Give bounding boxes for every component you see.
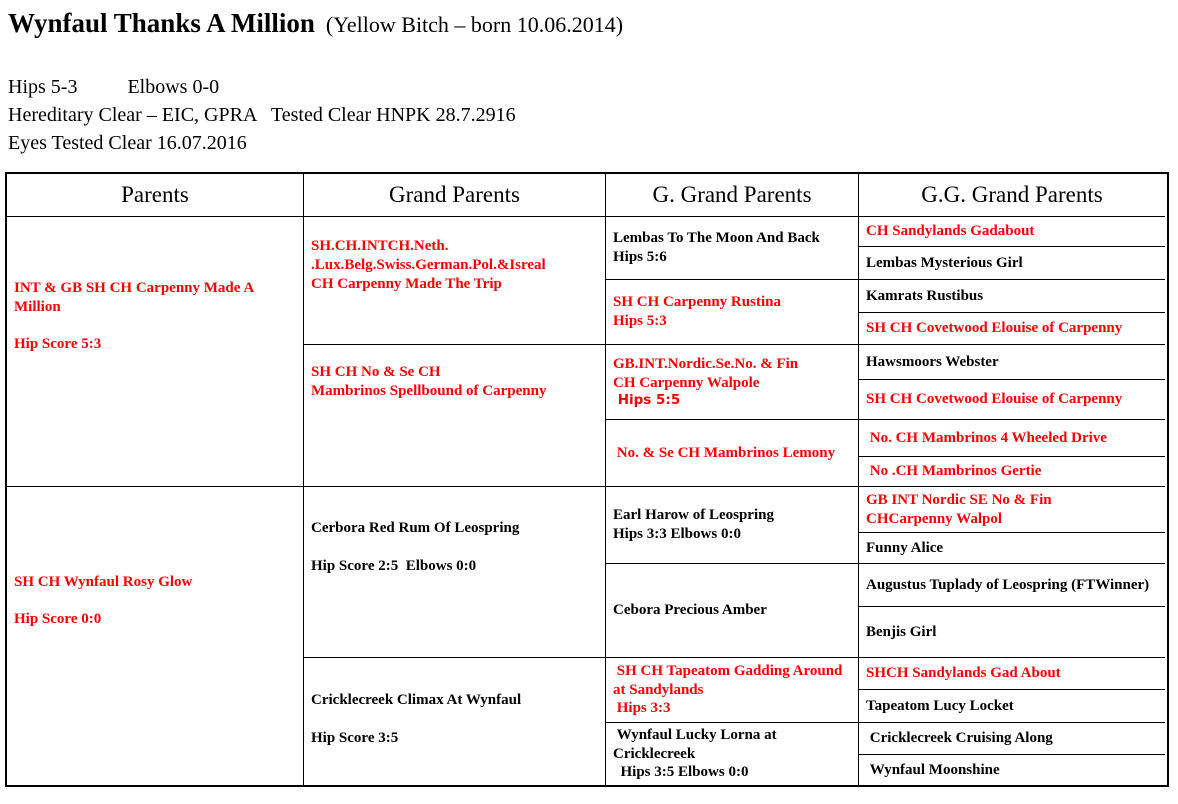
pedigree-table: Parents Grand Parents G. Grand Parents G…: [5, 172, 1169, 787]
document-header: Wynfaul Thanks A Million (Yellow Bitch –…: [0, 0, 1178, 157]
dog-name-text: Wynfaul Moonshine: [866, 761, 1000, 778]
g-grandparent-cell: SH CH Tapeatom Gadding Around at Sandyla…: [606, 658, 858, 723]
g-grandparent-cell: Wynfaul Lucky Lorna at Cricklecreek Hips…: [606, 723, 858, 785]
dog-name-text: Tapeatom Lucy Locket: [866, 697, 1014, 714]
g-grandparent-cell: Lembas To The Moon And Back Hips 5:6: [606, 217, 858, 280]
title-line: Wynfaul Thanks A Million (Yellow Bitch –…: [8, 8, 1178, 39]
dog-name-text: Earl Harow of Leospring Hips 3:3 Elbows …: [613, 507, 774, 542]
dog-name-text: SH.CH.INTCH.Neth. .Lux.Belg.Swiss.German…: [311, 238, 546, 292]
gg-grandparent-cell: Cricklecreek Cruising Along: [859, 723, 1165, 755]
dog-name-text: Funny Alice: [866, 539, 944, 556]
g-grandparent-cell: GB.INT.Nordic.Se.No. & Fin CH Carpenny W…: [606, 345, 858, 420]
column-header-parents: Parents: [7, 174, 304, 217]
dog-name-text: Augustus Tuplady of Leospring (FTWinner): [866, 576, 1150, 593]
dog-name-text: Kamrats Rustibus: [866, 287, 984, 304]
gg-grandparent-cell: SH CH Covetwood Elouise of Carpenny: [859, 313, 1165, 345]
dog-name-text: Cricklecreek Cruising Along: [866, 730, 1053, 747]
dog-name-text: INT & GB SH CH Carpenny Made A Million H…: [14, 280, 255, 353]
dog-name-text: GB INT Nordic SE No & Fin CHCarpenny Wal…: [866, 491, 1052, 527]
g-grandparent-cell: SH CH Carpenny Rustina Hips 5:3: [606, 280, 858, 345]
dog-name-text: CH Sandylands Gadabout: [866, 223, 1035, 240]
gg-grandparent-cell: SH CH Covetwood Elouise of Carpenny: [859, 380, 1165, 420]
parents-cell-dam: SH CH Wynfaul Rosy Glow Hip Score 0:0: [7, 487, 303, 785]
hereditary-clear-line: Hereditary Clear – EIC, GPRA Tested Clea…: [8, 104, 516, 126]
grandparent-cell: SH CH No & Se CH Mambrinos Spellbound of…: [304, 345, 605, 487]
gg-grandparent-cell: Wynfaul Moonshine: [859, 755, 1165, 785]
parents-column: INT & GB SH CH Carpenny Made A Million H…: [7, 217, 304, 785]
dog-name-text: SH CH Covetwood Elouise of Carpenny: [866, 320, 1123, 337]
gg-grandparent-cell: Augustus Tuplady of Leospring (FTWinner): [859, 564, 1165, 607]
dog-name-text: Cerbora Red Rum Of Leospring Hip Score 2…: [311, 520, 520, 574]
column-header-g-grand-parents: G. Grand Parents: [606, 174, 859, 217]
gg-grandparent-cell: CH Sandylands Gadabout: [859, 217, 1165, 247]
gg-grandparent-cell: GB INT Nordic SE No & Fin CHCarpenny Wal…: [859, 487, 1165, 533]
g-grandparents-column: Lembas To The Moon And Back Hips 5:6 SH …: [606, 217, 859, 785]
gg-grandparent-cell: Benjis Girl: [859, 607, 1165, 658]
gg-grandparent-cell: SHCH Sandylands Gad About: [859, 658, 1165, 690]
gg-grandparent-cell: No .CH Mambrinos Gertie: [859, 457, 1165, 487]
gg-grandparents-column: CH Sandylands Gadabout Lembas Mysterious…: [859, 217, 1165, 785]
eyes-tested-line: Eyes Tested Clear 16.07.2016: [8, 132, 247, 154]
grandparents-column: SH.CH.INTCH.Neth. .Lux.Belg.Swiss.German…: [304, 217, 606, 785]
dog-name-text: SH CH No & Se CH Mambrinos Spellbound of…: [311, 364, 547, 399]
grandparent-cell: Cerbora Red Rum Of Leospring Hip Score 2…: [304, 487, 605, 658]
gg-grandparent-cell: No. CH Mambrinos 4 Wheeled Drive: [859, 420, 1165, 457]
grandparent-cell: SH.CH.INTCH.Neth. .Lux.Belg.Swiss.German…: [304, 217, 605, 345]
grandparent-cell: Cricklecreek Climax At Wynfaul Hip Score…: [304, 658, 605, 785]
column-header-grand-parents: Grand Parents: [304, 174, 606, 217]
dog-name-text: SH CH Carpenny Rustina Hips 5:3: [613, 294, 781, 329]
page-title: Wynfaul Thanks A Million: [8, 8, 315, 38]
hips-elbows-line: Hips 5-3 Elbows 0-0: [8, 76, 220, 98]
dog-name-text: Lembas To The Moon And Back Hips 5:6: [613, 230, 820, 265]
gg-grandparent-cell: Tapeatom Lucy Locket: [859, 690, 1165, 723]
dog-name-text: No. & Se CH Mambrinos Lemony: [613, 444, 836, 461]
gg-grandparent-cell: Funny Alice: [859, 533, 1165, 564]
g-grandparent-cell: No. & Se CH Mambrinos Lemony: [606, 420, 858, 487]
dog-name-text: Cricklecreek Climax At Wynfaul Hip Score…: [311, 692, 522, 746]
hip-score-text: Hips 5:5: [613, 392, 681, 409]
dog-name-text: Wynfaul Lucky Lorna at Cricklecreek Hips…: [613, 726, 777, 781]
dog-name-text: SH CH Covetwood Elouise of Carpenny: [866, 391, 1123, 408]
dog-name-text: SH CH Wynfaul Rosy Glow Hip Score 0:0: [14, 573, 193, 628]
page-subtitle: (Yellow Bitch – born 10.06.2014): [314, 12, 624, 37]
dog-name-text: No. CH Mambrinos 4 Wheeled Drive: [866, 429, 1107, 446]
gg-grandparent-cell: Hawsmoors Webster: [859, 345, 1165, 380]
gg-grandparent-cell: Lembas Mysterious Girl: [859, 247, 1165, 280]
table-body: INT & GB SH CH Carpenny Made A Million H…: [7, 217, 1167, 785]
dog-name-text: Hawsmoors Webster: [866, 353, 999, 370]
table-header-row: Parents Grand Parents G. Grand Parents G…: [7, 174, 1167, 217]
dog-name-text: SH CH Tapeatom Gadding Around at Sandyla…: [613, 662, 843, 717]
dog-name-text: Benjis Girl: [866, 623, 937, 640]
health-info-block: Hips 5-3 Elbows 0-0 Hereditary Clear – E…: [8, 73, 1178, 157]
g-grandparent-cell: Cebora Precious Amber: [606, 564, 858, 658]
dog-name-text: SHCH Sandylands Gad About: [866, 665, 1061, 682]
dog-name-text: No .CH Mambrinos Gertie: [866, 463, 1042, 480]
g-grandparent-cell: Earl Harow of Leospring Hips 3:3 Elbows …: [606, 487, 858, 564]
dog-name-text: GB.INT.Nordic.Se.No. & Fin CH Carpenny W…: [613, 355, 799, 391]
parents-cell-sire: INT & GB SH CH Carpenny Made A Million H…: [7, 217, 303, 487]
dog-name-text: Lembas Mysterious Girl: [866, 254, 1023, 271]
column-header-gg-grand-parents: G.G. Grand Parents: [859, 174, 1165, 217]
gg-grandparent-cell: Kamrats Rustibus: [859, 280, 1165, 313]
dog-name-text: Cebora Precious Amber: [613, 602, 767, 619]
